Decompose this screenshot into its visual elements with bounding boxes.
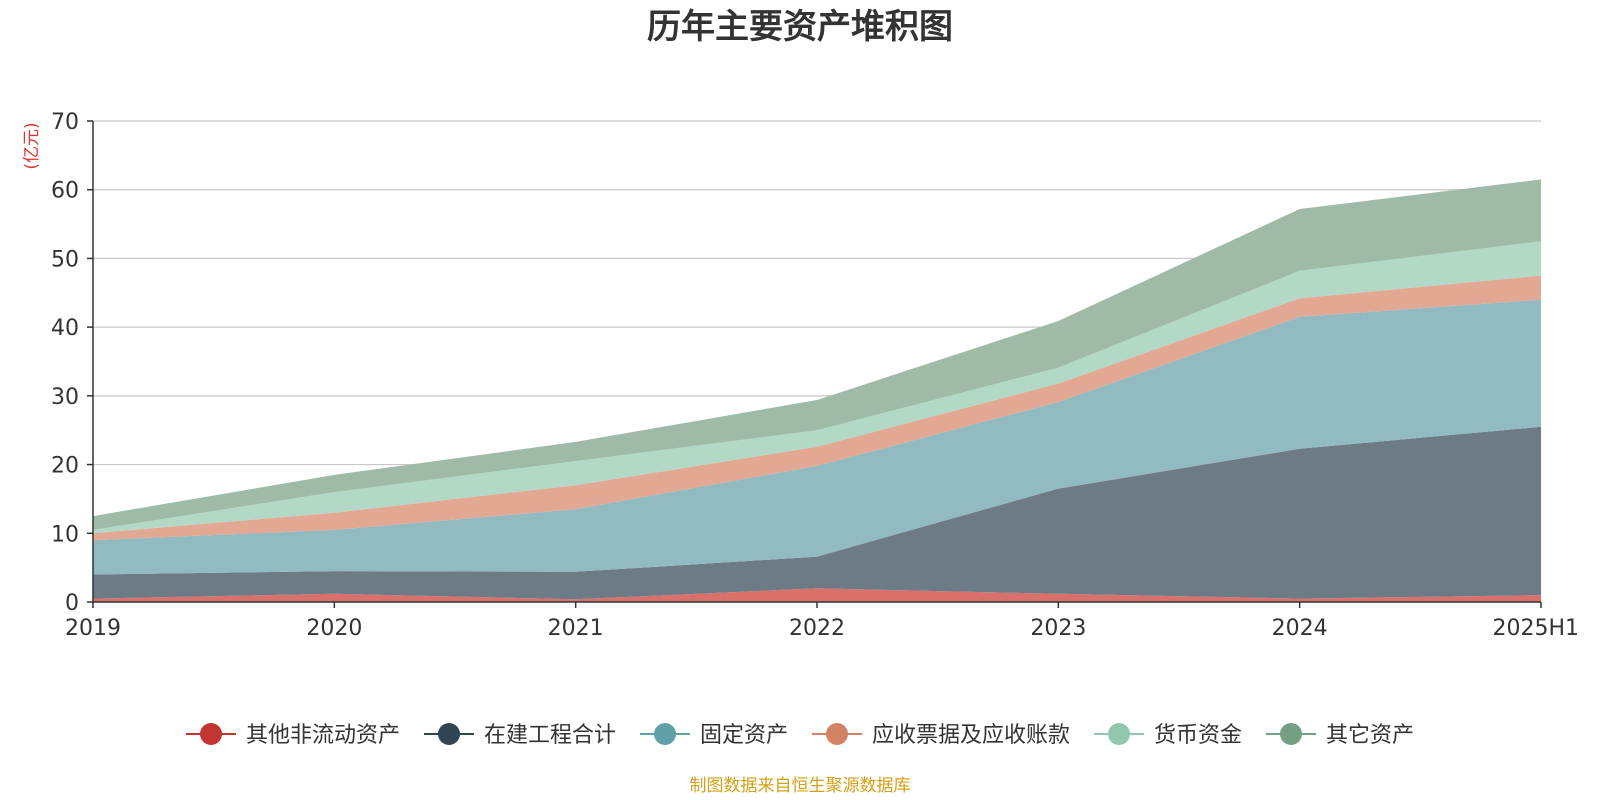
- y-tick-label-20: 20: [51, 454, 79, 479]
- legend-label: 其它资产: [1326, 723, 1414, 748]
- legend-marker: [1280, 723, 1302, 745]
- grid-lines: [93, 120, 1541, 534]
- area-series-1: [93, 588, 1541, 602]
- legend-item-1[interactable]: 其他非流动资产: [186, 723, 400, 748]
- legend-label: 货币资金: [1154, 723, 1242, 748]
- x-tick-label-2022: 2022: [789, 616, 845, 641]
- legend-item-4[interactable]: 应收票据及应收账款: [812, 723, 1070, 748]
- x-tick-label-2024: 2024: [1272, 616, 1328, 641]
- y-tick-label-0: 0: [65, 591, 79, 616]
- y-axis-unit-label: (亿元): [22, 122, 42, 169]
- y-tick-label-10: 10: [51, 522, 79, 547]
- legend-label: 应收票据及应收账款: [872, 723, 1070, 748]
- legend-label: 其他非流动资产: [246, 723, 400, 748]
- legend: 其他非流动资产 在建工程合计 固定资产 应收票据及应收账款 货币资金 其它资产: [186, 723, 1414, 748]
- area-series-4: [93, 275, 1541, 541]
- chart-title: 历年主要资产堆积图: [647, 7, 953, 47]
- legend-item-5[interactable]: 货币资金: [1094, 723, 1242, 748]
- x-tick-label-2019: 2019: [65, 616, 121, 641]
- x-tick-label-2021: 2021: [548, 616, 604, 641]
- area-series-2: [93, 426, 1541, 600]
- legend-marker: [654, 723, 676, 745]
- legend-marker: [438, 723, 460, 745]
- source-note: 制图数据来自恒生聚源数据库: [690, 776, 911, 796]
- legend-item-3[interactable]: 固定资产: [640, 723, 788, 748]
- legend-label: 在建工程合计: [484, 723, 616, 748]
- legend-label: 固定资产: [700, 723, 788, 748]
- y-tick-label-50: 50: [51, 247, 79, 272]
- x-tick-label-2025H1: 2025H1: [1492, 616, 1579, 641]
- y-tick-label-60: 60: [51, 179, 79, 204]
- axes: 0 10 20 30 40 50 60 70 2019 2020 2021 2022 2023 2024 2…: [51, 110, 1579, 641]
- x-tick-label-2023: 2023: [1030, 616, 1086, 641]
- area-series-3: [93, 299, 1541, 575]
- y-tick-label-40: 40: [51, 316, 79, 341]
- legend-marker: [200, 723, 222, 745]
- x-tick-label-2020: 2020: [306, 616, 362, 641]
- y-tick-label-30: 30: [51, 385, 79, 410]
- legend-marker: [826, 723, 848, 745]
- area-series: [93, 179, 1541, 602]
- y-tick-label-70: 70: [51, 110, 79, 135]
- area-series-6: [93, 179, 1541, 530]
- area-series-5: [93, 241, 1541, 534]
- legend-item-2[interactable]: 在建工程合计: [424, 723, 616, 748]
- legend-item-6[interactable]: 其它资产: [1266, 723, 1414, 748]
- legend-marker: [1108, 723, 1130, 745]
